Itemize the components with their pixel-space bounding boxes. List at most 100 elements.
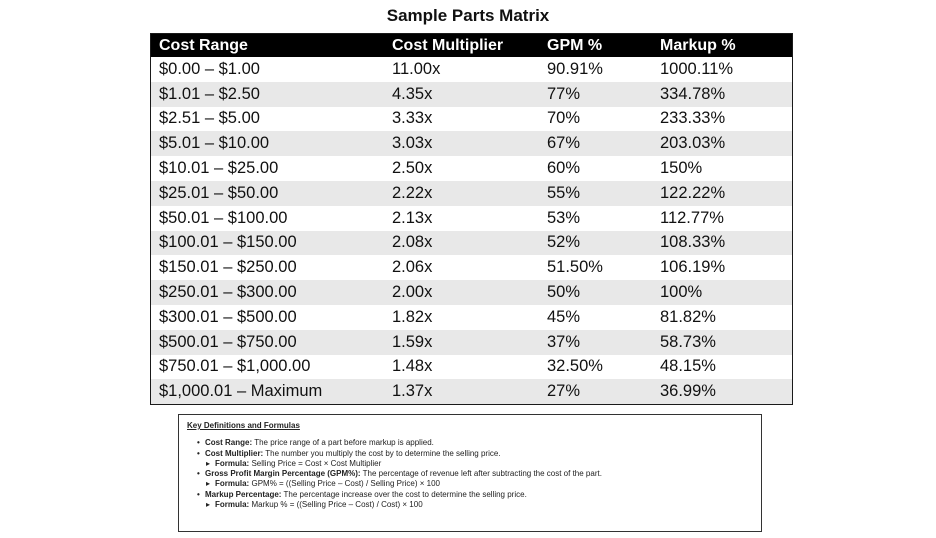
- cell-cost-range: $25.01 – $50.00: [159, 183, 279, 202]
- cell-gpm: 51.50%: [547, 258, 603, 277]
- cell-gpm: 90.91%: [547, 59, 603, 78]
- definition-item: Gross Profit Margin Percentage (GPM%): T…: [197, 469, 753, 480]
- formula-text: Selling Price = Cost × Cost Multiplier: [251, 458, 382, 468]
- table-row: $750.01 – $1,000.00 1.48x 32.50% 48.15%: [151, 354, 792, 380]
- table-row: $50.01 – $100.00 2.13x 53% 112.77%: [151, 205, 792, 231]
- cell-markup: 1000.11%: [660, 59, 734, 78]
- table-header: Cost Range Cost Multiplier GPM % Markup …: [151, 34, 792, 57]
- cell-cost-range: $1,000.01 – Maximum: [159, 382, 323, 401]
- cell-cost-range: $5.01 – $10.00: [159, 134, 270, 153]
- cell-cost-range: $1.01 – $2.50: [159, 84, 260, 103]
- cell-cost-range: $750.01 – $1,000.00: [159, 357, 311, 376]
- definition-item: Markup Percentage: The percentage increa…: [197, 489, 753, 501]
- formula-label: Formula:: [215, 458, 250, 468]
- table-row: $500.01 – $750.00 1.59x 37% 58.73%: [151, 329, 792, 355]
- cell-gpm: 50%: [547, 283, 581, 302]
- cell-gpm: 55%: [547, 183, 581, 202]
- cell-cost-range: $50.01 – $100.00: [159, 208, 288, 227]
- cell-gpm: 27%: [547, 382, 581, 401]
- cell-cost-multiplier: 3.33x: [392, 109, 433, 128]
- formula-line: Formula: Selling Price = Cost × Cost Mul…: [197, 458, 753, 470]
- cell-markup: 108.33%: [660, 233, 726, 252]
- formula-line: Formula: GPM% = ((Selling Price – Cost) …: [197, 479, 753, 490]
- cell-markup: 122.22%: [660, 183, 726, 202]
- header-markup: Markup %: [660, 36, 736, 54]
- definition-item: Cost Range: The price range of a part be…: [197, 438, 753, 449]
- cell-cost-multiplier: 4.35x: [392, 84, 433, 103]
- cell-cost-multiplier: 3.03x: [392, 134, 433, 153]
- cell-cost-range: $500.01 – $750.00: [159, 332, 297, 351]
- table-row: $2.51 – $5.00 3.33x 70% 233.33%: [151, 106, 792, 132]
- table-row: $0.00 – $1.00 11.00x 90.91% 1000.11%: [151, 57, 792, 82]
- cell-cost-range: $300.01 – $500.00: [159, 307, 297, 326]
- cell-markup: 106.19%: [660, 258, 726, 277]
- cell-cost-range: $2.51 – $5.00: [159, 109, 260, 128]
- table-body: $0.00 – $1.00 11.00x 90.91% 1000.11% $1.01 –…: [151, 57, 792, 405]
- definition-desc: The percentage of revenue left after sub…: [362, 469, 602, 479]
- cell-markup: 48.15%: [660, 357, 716, 376]
- cell-cost-multiplier: 1.37x: [392, 382, 433, 401]
- cell-cost-multiplier: 2.50x: [392, 159, 433, 178]
- cell-cost-range: $10.01 – $25.00: [159, 159, 279, 178]
- cell-gpm: 67%: [547, 134, 581, 153]
- definitions-title: Key Definitions and Formulas: [187, 421, 300, 430]
- table-row: $1.01 – $2.50 4.35x 77% 334.78%: [151, 81, 792, 107]
- cell-cost-multiplier: 2.13x: [392, 208, 433, 227]
- cell-cost-multiplier: 1.59x: [392, 332, 433, 351]
- header-gpm: GPM %: [547, 36, 603, 54]
- cell-cost-multiplier: 2.06x: [392, 258, 433, 277]
- cell-markup: 36.99%: [660, 382, 716, 401]
- cell-markup: 233.33%: [660, 109, 726, 128]
- cell-gpm: 32.50%: [547, 357, 603, 376]
- definition-term: Markup Percentage:: [205, 489, 282, 499]
- cell-markup: 112.77%: [660, 208, 724, 227]
- formula-label: Formula:: [215, 479, 250, 489]
- table-row: $1,000.01 – Maximum 1.37x 27% 36.99%: [151, 379, 792, 405]
- header-cost-range: Cost Range: [159, 36, 248, 54]
- cell-cost-multiplier: 2.00x: [392, 283, 433, 302]
- page-title: Sample Parts Matrix: [386, 6, 550, 25]
- cell-markup: 100%: [660, 283, 703, 302]
- definitions-box: Key Definitions and Formulas Cost Range:…: [178, 414, 762, 532]
- cell-gpm: 37%: [547, 332, 581, 351]
- table-row: $100.01 – $150.00 2.08x 52% 108.33%: [151, 230, 792, 256]
- table-row: $150.01 – $250.00 2.06x 51.50% 106.19%: [151, 255, 792, 281]
- cell-cost-range: $100.01 – $150.00: [159, 233, 297, 252]
- definition-desc: The percentage increase over the cost to…: [283, 489, 527, 499]
- table-row: $25.01 – $50.00 2.22x 55% 122.22%: [151, 180, 792, 206]
- cell-cost-multiplier: 2.08x: [392, 233, 433, 252]
- cell-cost-multiplier: 11.00x: [392, 59, 441, 78]
- definition-term: Cost Multiplier:: [205, 448, 264, 458]
- definitions-list: Cost Range: The price range of a part be…: [187, 438, 753, 510]
- cell-markup: 58.73%: [660, 332, 716, 351]
- parts-matrix-table: Cost Range Cost Multiplier GPM % Markup …: [150, 33, 793, 406]
- table-row: $5.01 – $10.00 3.03x 67% 203.03%: [151, 131, 792, 157]
- formula-label: Formula:: [215, 500, 250, 510]
- formula-line: Formula: Markup % = ((Selling Price – Co…: [197, 500, 753, 511]
- definition-desc: The price range of a part before markup …: [254, 438, 434, 448]
- table-row: $300.01 – $500.00 1.82x 45% 81.82%: [151, 304, 792, 330]
- cell-cost-multiplier: 1.48x: [392, 357, 433, 376]
- cell-markup: 203.03%: [660, 134, 726, 153]
- cell-cost-range: $150.01 – $250.00: [159, 258, 297, 277]
- definition-term: Cost Range:: [205, 438, 253, 448]
- cell-cost-range: $0.00 – $1.00: [159, 59, 260, 78]
- cell-cost-multiplier: 2.22x: [392, 183, 433, 202]
- cell-markup: 81.82%: [660, 307, 716, 326]
- formula-text: GPM% = ((Selling Price – Cost) / Selling…: [251, 479, 440, 489]
- cell-gpm: 77%: [547, 84, 581, 103]
- definition-term: Gross Profit Margin Percentage (GPM%):: [205, 469, 361, 479]
- cell-markup: 150%: [660, 159, 703, 178]
- cell-markup: 334.78%: [660, 84, 726, 103]
- cell-gpm: 60%: [547, 159, 581, 178]
- cell-cost-range: $250.01 – $300.00: [159, 283, 297, 302]
- definition-item: Cost Multiplier: The number you multiply…: [197, 448, 753, 460]
- cell-gpm: 45%: [547, 307, 581, 326]
- definition-desc: The number you multiply the cost by to d…: [265, 448, 501, 458]
- table-row: $10.01 – $25.00 2.50x 60% 150%: [151, 156, 792, 181]
- cell-cost-multiplier: 1.82x: [392, 307, 433, 326]
- cell-gpm: 70%: [547, 109, 581, 128]
- cell-gpm: 52%: [547, 233, 581, 252]
- header-cost-multiplier: Cost Multiplier: [392, 36, 504, 54]
- cell-gpm: 53%: [547, 208, 581, 227]
